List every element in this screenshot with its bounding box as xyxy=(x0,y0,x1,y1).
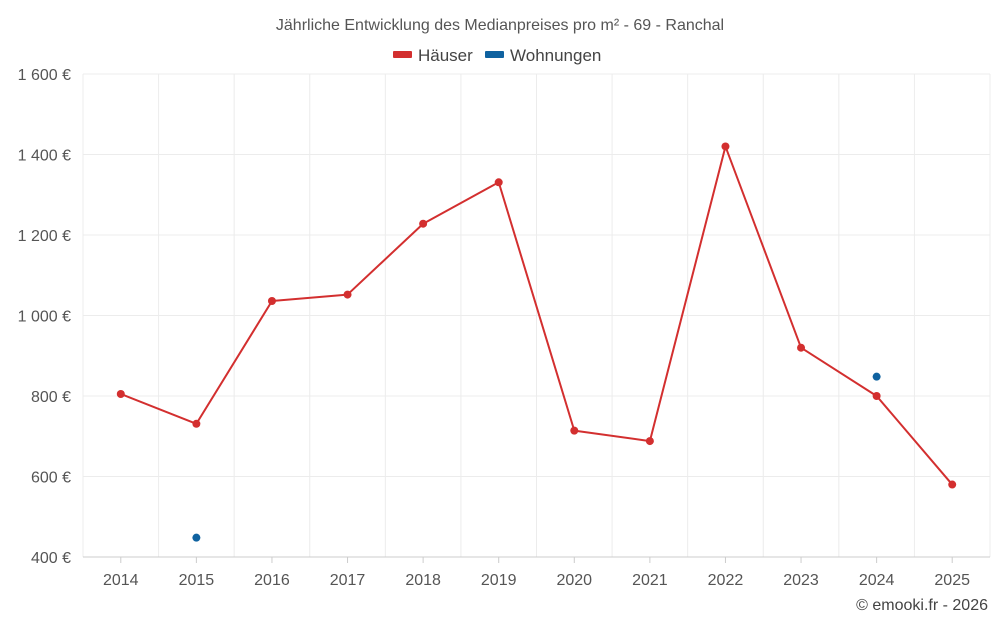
data-point-houses-2016[interactable] xyxy=(267,297,276,306)
x-tick-label: 2024 xyxy=(859,572,895,589)
legend-item-apartments[interactable]: Wohnungen xyxy=(485,46,601,65)
y-tick-label: 1 400 € xyxy=(18,148,71,165)
data-point-houses-2017[interactable] xyxy=(343,290,352,299)
legend-swatch-houses xyxy=(393,51,412,58)
x-tick-label: 2016 xyxy=(254,572,290,589)
legend-label-houses: Häuser xyxy=(418,46,473,65)
data-point-houses-2018[interactable] xyxy=(419,219,428,228)
data-point-houses-2015[interactable] xyxy=(192,419,201,428)
legend-label-apartments: Wohnungen xyxy=(510,46,601,65)
series-houses xyxy=(116,142,957,489)
series-apartments xyxy=(192,372,881,542)
data-point-houses-2022[interactable] xyxy=(721,142,730,151)
x-tick-label: 2019 xyxy=(481,572,517,589)
x-tick-label: 2018 xyxy=(405,572,441,589)
y-tick-label: 1 000 € xyxy=(18,309,71,326)
series-layer xyxy=(116,142,957,542)
x-axis-ticks: 2014 2015 2016 2017 2018 2019 2020 2021 2022 2023… xyxy=(103,557,970,589)
x-gridlines xyxy=(82,74,991,557)
credit-text: © emooki.fr - 2026 xyxy=(856,597,988,614)
legend-swatch-apartments xyxy=(485,51,504,58)
x-tick-label: 2021 xyxy=(632,572,668,589)
x-tick-label: 2022 xyxy=(708,572,744,589)
data-point-apartments-2024[interactable] xyxy=(872,372,881,381)
data-point-houses-2020[interactable] xyxy=(570,426,579,435)
y-tick-label: 800 € xyxy=(31,389,71,406)
legend-item-houses[interactable]: Häuser xyxy=(393,46,473,65)
x-tick-label: 2014 xyxy=(103,572,139,589)
y-tick-label: 400 € xyxy=(31,550,71,567)
series-line-houses xyxy=(120,145,953,486)
legend: Häuser Wohnungen xyxy=(393,46,601,65)
data-point-houses-2023[interactable] xyxy=(797,343,806,352)
data-point-houses-2014[interactable] xyxy=(116,389,125,398)
data-point-houses-2024[interactable] xyxy=(872,392,881,400)
y-tick-label: 1 200 € xyxy=(18,228,71,245)
x-tick-label: 2023 xyxy=(783,572,819,589)
x-tick-label: 2017 xyxy=(330,572,366,589)
x-tick-label: 2015 xyxy=(179,572,215,589)
y-axis-ticks: 400 € 600 € 800 € 1 000 € 1 200 € 1 400 € 1 60… xyxy=(18,67,71,567)
chart-title: Jährliche Entwicklung des Medianpreises … xyxy=(276,17,724,34)
y-tick-label: 1 600 € xyxy=(18,67,71,84)
data-point-houses-2025[interactable] xyxy=(948,480,957,489)
data-point-houses-2019[interactable] xyxy=(494,178,503,187)
y-tick-label: 600 € xyxy=(31,470,71,487)
data-point-apartments-2015[interactable] xyxy=(192,533,201,542)
data-point-houses-2021[interactable] xyxy=(645,437,654,446)
x-tick-label: 2020 xyxy=(556,572,592,589)
x-tick-label: 2025 xyxy=(934,572,970,589)
